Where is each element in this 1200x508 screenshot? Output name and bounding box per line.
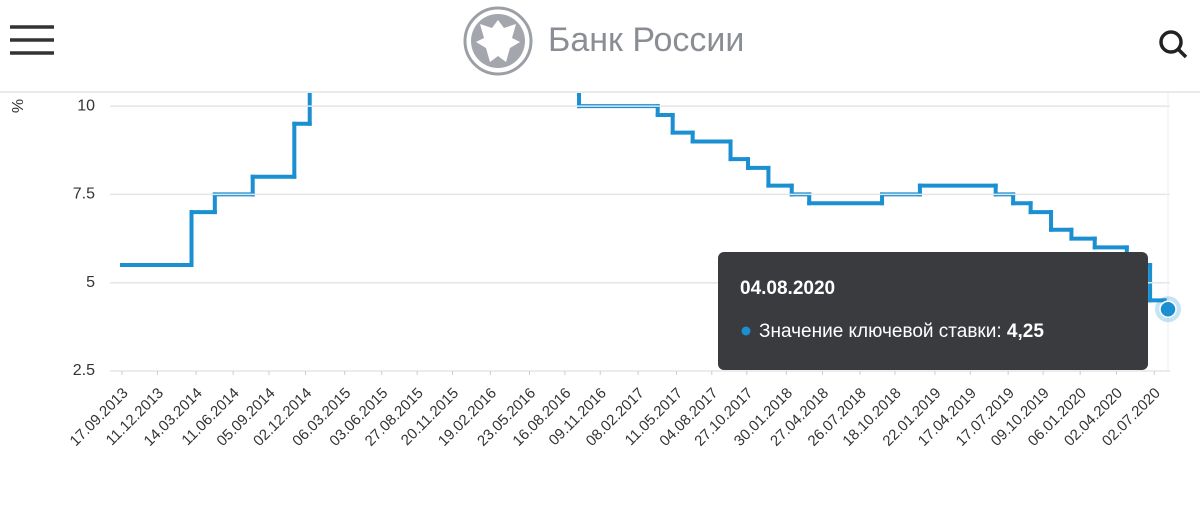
tooltip-bg [718,252,1148,370]
header-bg [0,0,1200,92]
logo[interactable]: Банк России [463,6,744,76]
y-tick-label: 7.5 [73,186,95,203]
search-button[interactable] [1159,30,1188,59]
tooltip-date: 04.08.2020 [740,278,835,299]
y-tick-label: 10 [77,97,95,114]
active-point [1159,300,1177,318]
y-tick-label: 2.5 [73,362,95,379]
tooltip-label: Значение ключевой ставки: 4,25 [759,321,1044,342]
tooltip-value: 4,25 [1007,321,1044,342]
tooltip-label-text: Значение ключевой ставки: [759,321,1002,342]
tooltip: 04.08.2020 Значение ключевой ставки: 4,2… [718,252,1148,370]
menu-button[interactable] [10,25,54,55]
y-tick-label: 5 [86,274,95,291]
brand-name: Банк России [548,21,744,59]
header: Банк России [0,0,1200,93]
y-axis-label: % [8,99,25,113]
tooltip-swatch [741,326,751,336]
